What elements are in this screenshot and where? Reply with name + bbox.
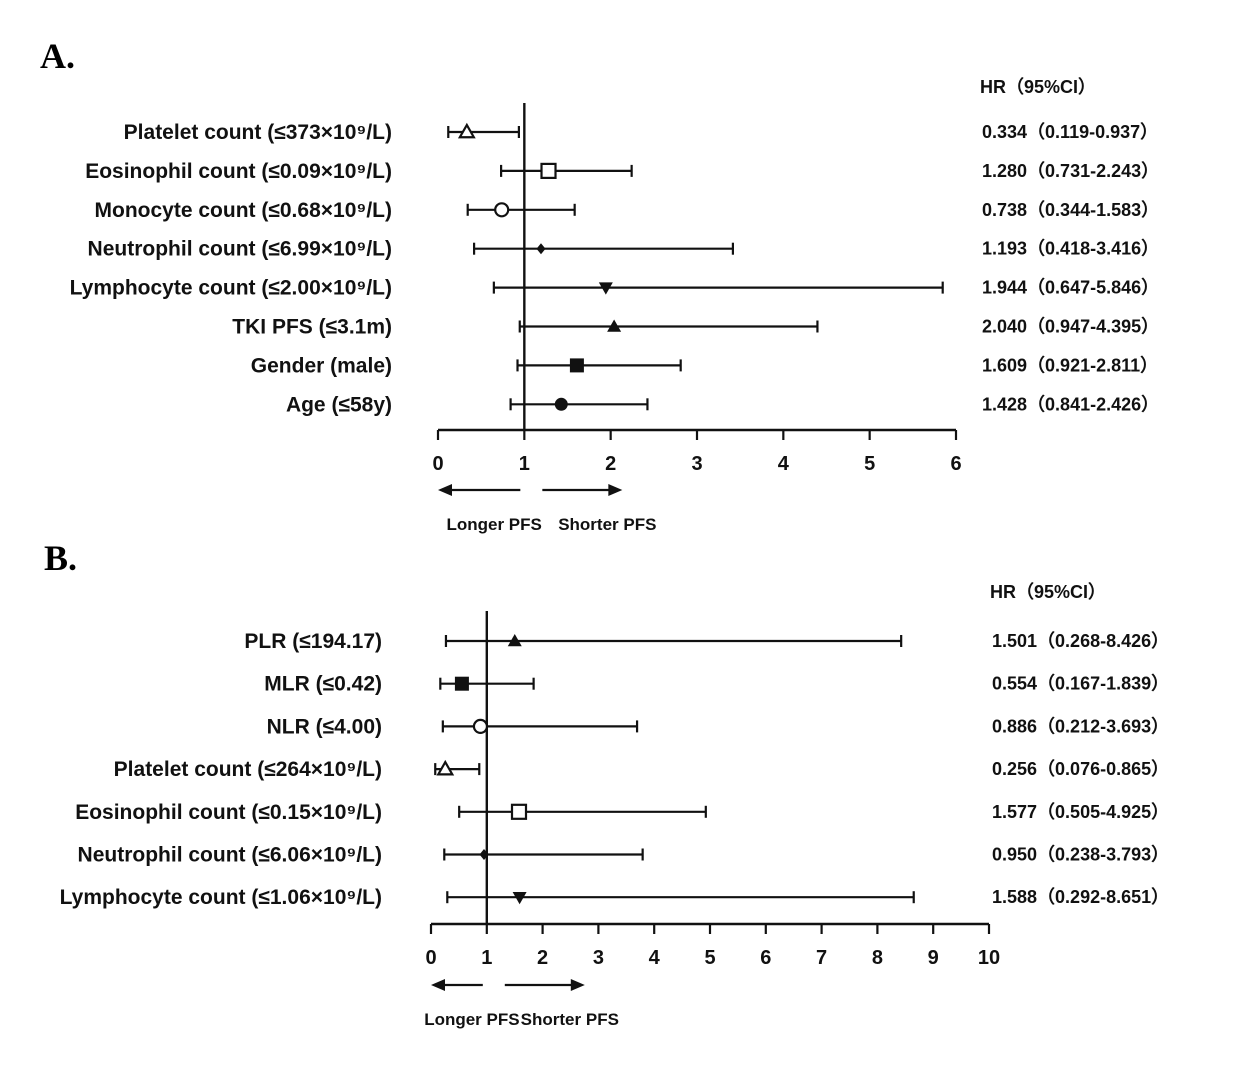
hr-ci-text: 1.577（0.505-4.925） <box>992 802 1169 822</box>
panel-label: B. <box>44 538 77 578</box>
forest-row: Lymphocyte count (≤1.06×10⁹/L) 1.588（0.29… <box>60 886 1170 909</box>
forest-row: Age (≤58y) 1.428（0.841-2.426） <box>286 393 1159 416</box>
row-label: Neutrophil count (≤6.06×10⁹/L) <box>78 844 382 867</box>
x-tick-label: 9 <box>928 947 939 969</box>
longer-pfs-label: Longer PFS <box>424 1010 519 1029</box>
hr-ci-text: 2.040（0.947-4.395） <box>982 317 1159 337</box>
x-tick-label: 4 <box>649 947 661 969</box>
hr-point-marker <box>598 282 613 295</box>
row-label: Platelet count (≤373×10⁹/L) <box>124 121 392 144</box>
shorter-pfs-arrow-head <box>608 484 623 496</box>
forest-row: Neutrophil count (≤6.99×10⁹/L) 1.193（0.41… <box>88 238 1160 261</box>
longer-pfs-label: Longer PFS <box>446 515 541 534</box>
hr-ci-text: 1.280（0.731-2.243） <box>982 161 1159 181</box>
x-tick-label: 5 <box>704 947 715 969</box>
forest-panel-b: B. HR（95%CI） 0 1 2 3 4 5 6 7 8 9 10 PLR (≤194.17) 1.50… <box>44 538 1169 1029</box>
shorter-pfs-label: Shorter PFS <box>558 515 656 534</box>
forest-row: MLR (≤0.42) 0.554（0.167-1.839） <box>264 673 1169 696</box>
x-tick-label: 1 <box>481 947 492 969</box>
hr-ci-text: 0.256（0.076-0.865） <box>992 759 1169 779</box>
hr-point-marker <box>507 634 522 647</box>
row-label: Monocyte count (≤0.68×10⁹/L) <box>95 199 392 222</box>
x-tick-label: 6 <box>950 453 961 475</box>
x-tick-label: 8 <box>872 947 883 969</box>
x-tick-label: 0 <box>432 453 443 475</box>
hr-point-marker <box>512 891 527 905</box>
x-tick-label: 3 <box>691 453 702 475</box>
hr-ci-text: 1.588（0.292-8.651） <box>992 887 1169 907</box>
hr-point-marker <box>510 803 528 820</box>
longer-pfs-arrow-head <box>438 484 452 496</box>
forest-row: Lymphocyte count (≤2.00×10⁹/L) 1.944（0.64… <box>70 277 1160 300</box>
x-tick-label: 1 <box>519 453 530 475</box>
forest-row: Monocyte count (≤0.68×10⁹/L) 0.738（0.344-… <box>95 199 1160 222</box>
hr-ci-text: 1.609（0.921-2.811） <box>982 355 1158 375</box>
row-label: NLR (≤4.00) <box>267 715 382 738</box>
hr-ci-text: 0.334（0.119-0.937） <box>982 122 1158 142</box>
x-tick-label: 3 <box>593 947 604 969</box>
row-label: Eosinophil count (≤0.09×10⁹/L) <box>85 160 392 183</box>
x-tick-label: 6 <box>760 947 771 969</box>
forest-row: Eosinophil count (≤0.09×10⁹/L) 1.280（0.73… <box>85 160 1159 183</box>
row-label: Eosinophil count (≤0.15×10⁹/L) <box>75 801 382 824</box>
forest-row: NLR (≤4.00) 0.886（0.212-3.693） <box>267 715 1170 738</box>
row-label: Lymphocyte count (≤1.06×10⁹/L) <box>60 886 382 909</box>
hr-point-marker <box>454 676 469 691</box>
row-label: Neutrophil count (≤6.99×10⁹/L) <box>88 238 392 261</box>
hr-point-marker <box>436 759 455 776</box>
forest-row: Neutrophil count (≤6.06×10⁹/L) 0.950（0.23… <box>78 844 1170 867</box>
hr-ci-text: 0.738（0.344-1.583） <box>982 200 1159 220</box>
forest-row: Eosinophil count (≤0.15×10⁹/L) 1.577（0.50… <box>75 801 1169 824</box>
x-tick-label: 7 <box>816 947 827 969</box>
forest-row: Platelet count (≤373×10⁹/L) 0.334（0.119-0… <box>124 121 1158 144</box>
x-tick-label: 0 <box>425 947 436 969</box>
forest-panel-a: A. HR（95%CI） 0 1 2 3 4 5 6 Platelet count (≤373×1… <box>40 36 1159 534</box>
hr-ci-text: 0.886（0.212-3.693） <box>992 716 1169 736</box>
row-label: Age (≤58y) <box>286 393 392 416</box>
row-label: MLR (≤0.42) <box>264 673 382 696</box>
row-label: Gender (male) <box>251 354 392 377</box>
hr-point-marker <box>494 202 510 218</box>
x-tick-label: 2 <box>605 453 616 475</box>
hr-column-header: HR（95%CI） <box>980 77 1096 97</box>
panel-label: A. <box>40 36 75 76</box>
hr-point-marker <box>536 243 546 255</box>
row-label: Lymphocyte count (≤2.00×10⁹/L) <box>70 277 392 300</box>
row-label: TKI PFS (≤3.1m) <box>232 316 392 339</box>
forest-row: TKI PFS (≤3.1m) 2.040（0.947-4.395） <box>232 316 1159 339</box>
hr-point-marker <box>479 849 489 860</box>
hr-ci-text: 1.428（0.841-2.426） <box>982 394 1159 414</box>
shorter-pfs-arrow-head <box>570 979 585 991</box>
hr-ci-text: 1.193（0.418-3.416） <box>982 239 1159 259</box>
x-tick-label: 10 <box>978 947 1000 969</box>
hr-ci-text: 0.950（0.238-3.793） <box>992 845 1169 865</box>
row-label: PLR (≤194.17) <box>244 630 382 653</box>
forest-row: PLR (≤194.17) 1.501（0.268-8.426） <box>244 630 1169 653</box>
hr-ci-text: 1.944（0.647-5.846） <box>982 278 1159 298</box>
hr-ci-text: 0.554（0.167-1.839） <box>992 674 1169 694</box>
hr-ci-text: 1.501（0.268-8.426） <box>992 631 1169 651</box>
hr-point-marker <box>472 718 489 735</box>
x-tick-label: 5 <box>864 453 875 475</box>
longer-pfs-arrow-head <box>431 979 445 991</box>
forest-row: Platelet count (≤264×10⁹/L) 0.256（0.076-0… <box>114 758 1169 781</box>
x-tick-label: 2 <box>537 947 548 969</box>
hr-point-marker <box>607 319 622 332</box>
row-label: Platelet count (≤264×10⁹/L) <box>114 758 382 781</box>
x-tick-label: 4 <box>778 453 790 475</box>
hr-point-marker <box>569 358 584 373</box>
hr-point-marker <box>457 122 476 139</box>
hr-column-header: HR（95%CI） <box>990 582 1106 602</box>
hr-point-marker <box>554 397 568 411</box>
forest-row: Gender (male) 1.609（0.921-2.811） <box>251 354 1158 377</box>
shorter-pfs-label: Shorter PFS <box>521 1010 619 1029</box>
hr-point-marker <box>540 162 557 179</box>
